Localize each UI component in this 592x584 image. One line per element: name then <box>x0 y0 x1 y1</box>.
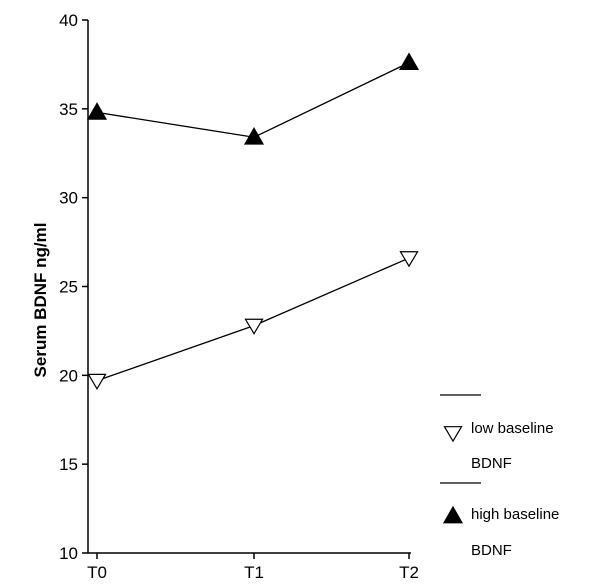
y-tick-label: 40 <box>59 11 78 30</box>
data-point-marker <box>398 52 420 70</box>
legend-label-continued: BDNF <box>471 455 512 472</box>
x-tick-label: T0 <box>87 563 107 582</box>
legend-marker <box>442 505 464 524</box>
data-point-marker <box>243 127 265 145</box>
x-tick-label: T1 <box>244 563 264 582</box>
y-axis-label: Serum BDNF ng/ml <box>31 223 50 378</box>
legend: low baseline BDNF high baseline BDNF <box>440 394 559 559</box>
legend-label: low baseline <box>471 420 554 437</box>
y-tick-label: 10 <box>59 544 78 563</box>
legend-label-continued: BDNF <box>471 542 512 559</box>
y-tick-label: 30 <box>59 189 78 208</box>
x-ticks: T0 T1 T2 <box>87 553 419 582</box>
y-tick-label: 15 <box>59 455 78 474</box>
y-ticks: 10 15 20 25 30 35 40 <box>59 11 88 563</box>
y-tick-label: 20 <box>59 366 78 385</box>
series-line <box>96 62 410 138</box>
data-point-marker <box>86 102 108 120</box>
y-tick-label: 25 <box>59 278 78 297</box>
x-tick-label: T2 <box>399 563 419 582</box>
series-group <box>86 52 420 390</box>
legend-label: high baseline <box>471 506 559 523</box>
data-point-marker <box>244 318 264 335</box>
data-point-marker <box>87 373 107 390</box>
legend-marker <box>443 426 463 443</box>
y-tick-label: 35 <box>59 100 78 119</box>
data-point-marker <box>399 251 419 268</box>
